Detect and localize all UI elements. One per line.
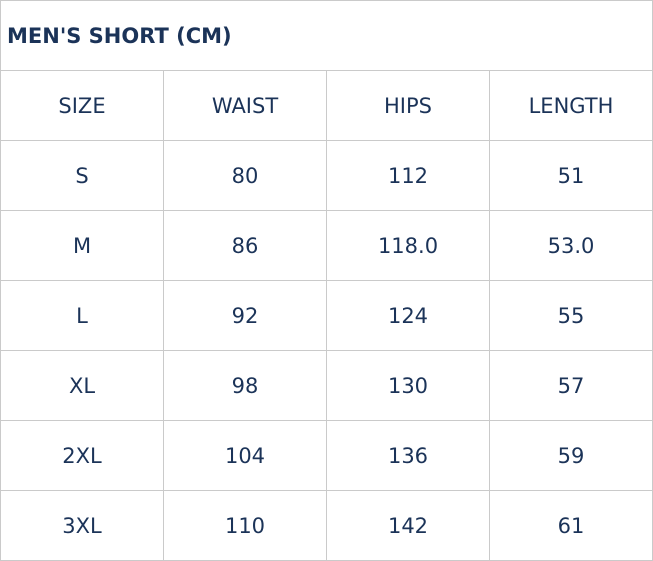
cell-hips: 118.0 (326, 210, 490, 281)
cell-hips: 136 (326, 420, 490, 491)
cell-size: S (0, 140, 164, 211)
cell-hips: 142 (326, 490, 490, 561)
cell-hips: 124 (326, 280, 490, 351)
table-row: 3XL 110 142 61 (0, 490, 653, 561)
cell-length: 55 (488, 280, 653, 351)
cell-size: M (0, 210, 164, 281)
cell-length: 57 (488, 350, 653, 421)
cell-waist: 98 (163, 350, 327, 421)
cell-waist: 86 (163, 210, 327, 281)
cell-waist: 92 (163, 280, 327, 351)
header-length: LENGTH (488, 70, 653, 141)
cell-waist: 110 (163, 490, 327, 561)
header-hips: HIPS (326, 70, 490, 141)
cell-waist: 104 (163, 420, 327, 491)
table-row: 2XL 104 136 59 (0, 420, 653, 491)
cell-waist: 80 (163, 140, 327, 211)
table-row: XL 98 130 57 (0, 350, 653, 421)
cell-length: 61 (488, 490, 653, 561)
cell-hips: 130 (326, 350, 490, 421)
header-size: SIZE (0, 70, 164, 141)
cell-length: 51 (488, 140, 653, 211)
cell-hips: 112 (326, 140, 490, 211)
cell-size: XL (0, 350, 164, 421)
cell-size: 3XL (0, 490, 164, 561)
title-row: MEN'S SHORT (CM) (0, 0, 653, 71)
header-waist: WAIST (163, 70, 327, 141)
table-row: S 80 112 51 (0, 140, 653, 211)
table-row: M 86 118.0 53.0 (0, 210, 653, 281)
table-title: MEN'S SHORT (CM) (0, 0, 653, 71)
cell-length: 59 (488, 420, 653, 491)
cell-size: L (0, 280, 164, 351)
cell-size: 2XL (0, 420, 164, 491)
cell-length: 53.0 (488, 210, 653, 281)
table-row: L 92 124 55 (0, 280, 653, 351)
header-row: SIZE WAIST HIPS LENGTH (0, 70, 653, 141)
